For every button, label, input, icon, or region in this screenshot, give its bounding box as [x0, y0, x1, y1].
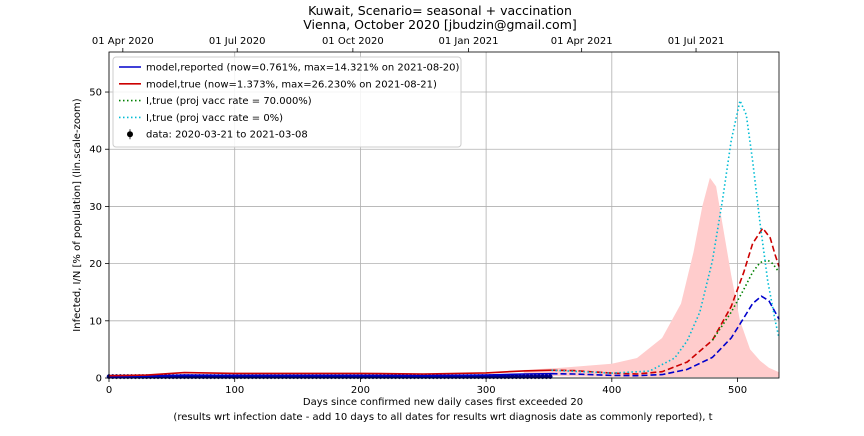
- y-tick-label: 0: [96, 374, 102, 385]
- series-line-1-solid: [108, 369, 552, 377]
- top-tick-label: 01 Jul 2021: [668, 36, 725, 47]
- x-tick-label: 400: [602, 385, 621, 396]
- x-axis-label-line1: Days since confirmed new daily cases fir…: [303, 397, 583, 408]
- chart-title-line1: Kuwait, Scenario= seasonal + vaccination: [308, 3, 572, 18]
- x-tick-label: 200: [351, 385, 370, 396]
- y-tick-label: 10: [89, 316, 102, 327]
- legend-label: model,true (now=1.373%, max=26.230% on 2…: [146, 79, 437, 90]
- top-tick-label: 01 Jul 2020: [209, 36, 266, 47]
- legend-box: [112, 56, 462, 148]
- x-tick-label: 500: [728, 385, 747, 396]
- top-tick-label: 01 Jan 2021: [439, 36, 499, 47]
- y-tick-label: 30: [89, 202, 102, 213]
- top-tick-label: 01 Apr 2021: [551, 36, 613, 47]
- x-tick-label: 100: [225, 385, 244, 396]
- uncertainty-band: [523, 177, 779, 378]
- legend-label: I,true (proj vacc rate = 70.000%): [146, 96, 312, 107]
- legend-label: I,true (proj vacc rate = 0%): [146, 113, 283, 124]
- chart-title-line2: Vienna, October 2020 [jbudzin@gmail.com]: [303, 17, 577, 32]
- top-tick-label: 01 Oct 2020: [322, 36, 384, 47]
- series-line-0-dashed: [551, 295, 780, 377]
- y-tick-label: 50: [89, 88, 102, 99]
- legend-label: model,reported (now=0.761%, max=14.321% …: [146, 63, 460, 74]
- y-axis-label: Infected, I/N [% of population] (lin.sca…: [72, 98, 83, 331]
- y-tick-label: 20: [89, 259, 102, 270]
- x-tick-label: 0: [106, 385, 112, 396]
- series-line-3: [551, 98, 780, 374]
- legend-data-marker: [127, 131, 133, 138]
- legend-label: data: 2020-03-21 to 2021-03-08: [146, 130, 308, 141]
- series-line-2: [711, 259, 780, 341]
- x-tick-label: 300: [477, 385, 496, 396]
- plot-frame: [108, 51, 780, 379]
- y-tick-label: 40: [89, 145, 102, 156]
- series-line-0-solid: [108, 372, 552, 378]
- legend: model,reported (now=0.761%, max=14.321% …: [112, 56, 462, 148]
- x-axis-label-line2: (results wrt infection date - add 10 day…: [173, 412, 712, 423]
- top-tick-label: 01 Apr 2020: [92, 36, 154, 47]
